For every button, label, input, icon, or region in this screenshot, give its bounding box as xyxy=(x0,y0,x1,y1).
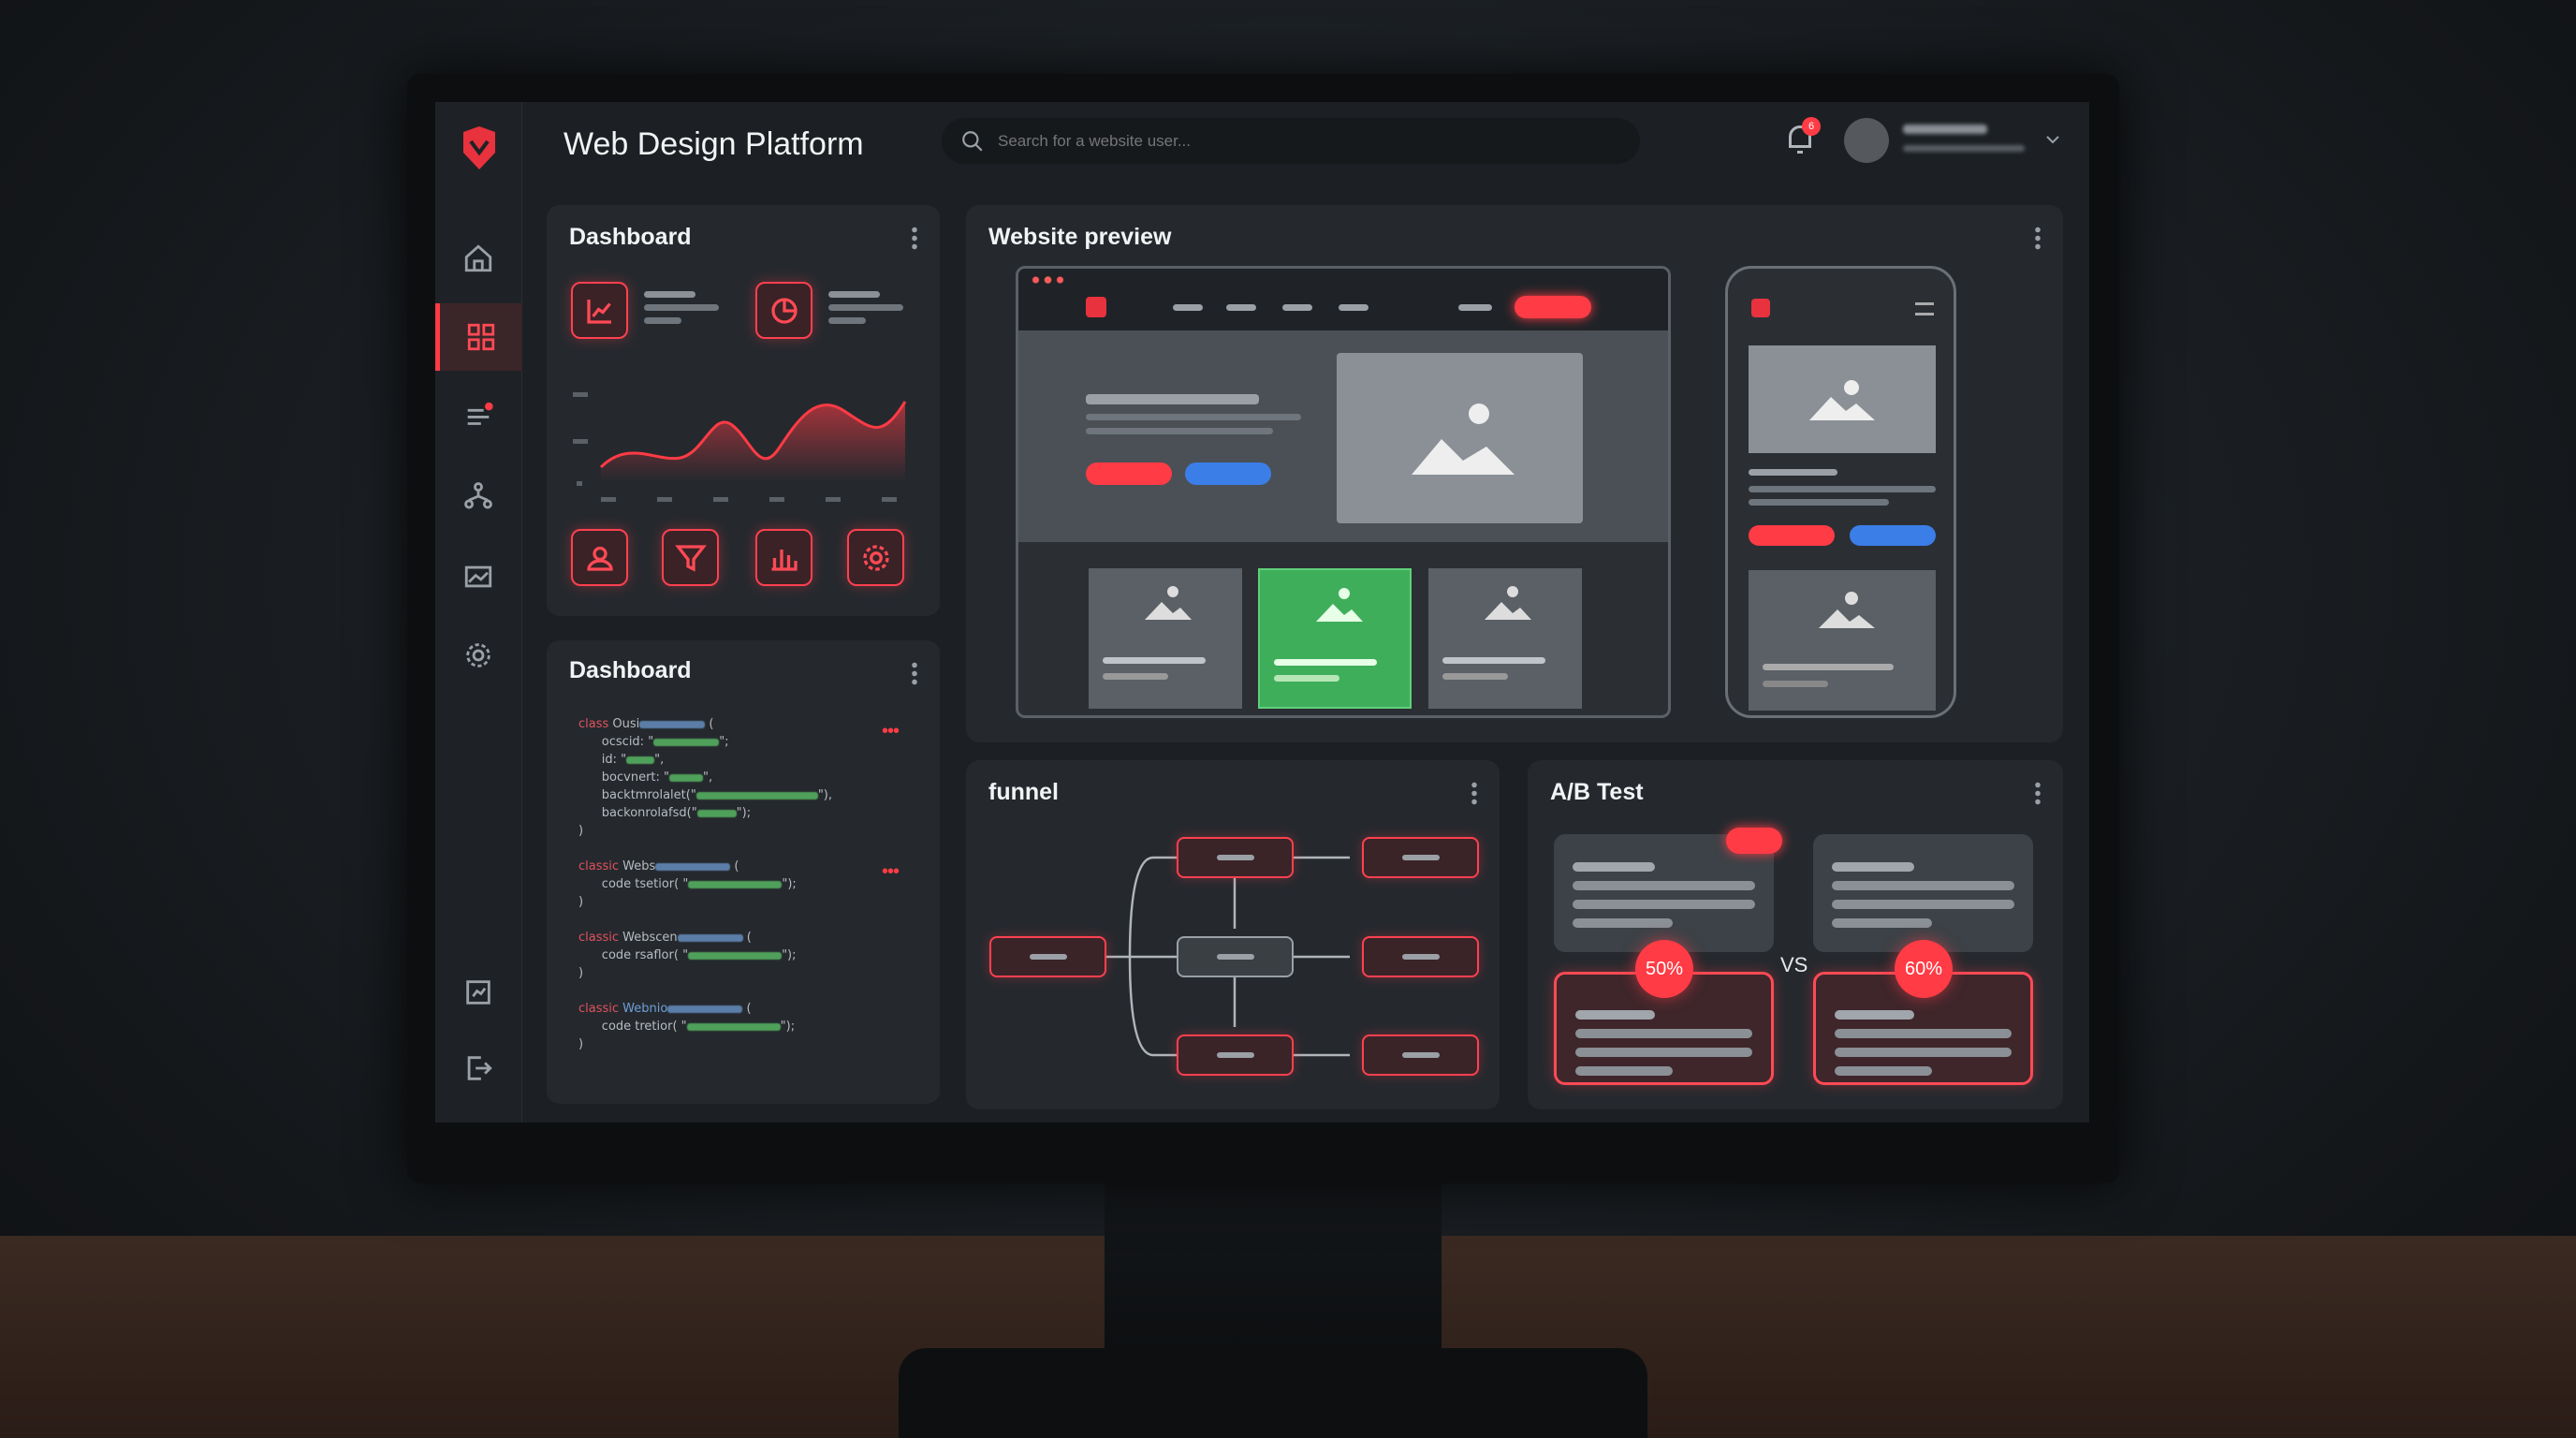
funnel-node[interactable] xyxy=(1177,1034,1294,1076)
panel-title: Dashboard xyxy=(569,657,692,683)
panel-title: A/B Test xyxy=(1550,779,1644,805)
app-screen: Web Design Platform 6 Dashboard Dashboar… xyxy=(435,102,2089,1123)
line-chart-icon xyxy=(586,299,611,324)
website-preview-panel: Website preview xyxy=(966,205,2063,742)
image-placeholder xyxy=(1337,353,1583,523)
variant-a-rate: 50% xyxy=(1635,940,1693,998)
sidebar-item-dashboard[interactable] xyxy=(435,303,522,371)
sidebar xyxy=(435,102,522,1123)
code-block-menu[interactable]: ••• xyxy=(882,861,900,882)
code-snippet: class Ousi ( ocscid: " "; id: " ", bocvner… xyxy=(578,717,832,1051)
settings-button[interactable] xyxy=(847,529,904,586)
monitor-base xyxy=(899,1348,1647,1438)
variant-b-rate: 60% xyxy=(1895,940,1953,998)
notification-button[interactable]: 6 xyxy=(1783,117,1824,162)
funnel-connectors xyxy=(1106,856,1350,1057)
logout-icon xyxy=(467,1056,492,1080)
users-button[interactable] xyxy=(571,529,628,586)
sidebar-item-network[interactable] xyxy=(454,472,503,521)
more-icon[interactable] xyxy=(2035,781,2041,805)
hamburger-menu-icon[interactable] xyxy=(1915,302,1934,315)
sidebar-item-logout[interactable] xyxy=(454,1044,503,1093)
mobile-preview[interactable] xyxy=(1725,266,1956,718)
chart-doc-icon xyxy=(466,980,490,1005)
bar-chart-button[interactable] xyxy=(755,529,812,586)
app-title: Web Design Platform xyxy=(564,126,864,162)
vs-label: VS xyxy=(1780,953,1808,976)
users-icon xyxy=(586,546,613,571)
preview-card xyxy=(1428,568,1582,709)
bar-chart-icon xyxy=(771,549,798,571)
dashboard-code-panel: Dashboard ••• ••• class Ousi ( ocscid: "… xyxy=(547,640,940,1104)
panel-title: Website preview xyxy=(988,224,1172,250)
avatar[interactable] xyxy=(1844,118,1889,163)
user-role-blurred xyxy=(1903,145,2025,152)
ab-test-panel: A/B Test 50% 60% VS xyxy=(1528,760,2063,1109)
dashboard-chart-panel: Dashboard xyxy=(547,205,940,616)
sidebar-item-reports[interactable] xyxy=(454,968,503,1017)
funnel-panel: funnel xyxy=(966,760,1500,1109)
sidebar-item-list[interactable] xyxy=(454,391,503,440)
code-block-menu[interactable]: ••• xyxy=(882,721,900,741)
filter-icon xyxy=(674,544,707,572)
chevron-down-icon[interactable] xyxy=(2043,132,2062,147)
panel-title: funnel xyxy=(988,779,1059,805)
funnel-node[interactable] xyxy=(1362,1034,1479,1076)
more-icon[interactable] xyxy=(912,226,917,250)
funnel-node-entry[interactable] xyxy=(989,936,1106,977)
more-icon[interactable] xyxy=(912,661,917,685)
search-input[interactable] xyxy=(998,131,1559,151)
user-name-blurred xyxy=(1903,125,1987,134)
more-icon[interactable] xyxy=(1471,781,1477,805)
app-logo xyxy=(463,126,495,169)
network-icon xyxy=(464,482,492,509)
funnel-node[interactable] xyxy=(1362,837,1479,878)
grid-icon xyxy=(467,323,495,351)
bell-icon xyxy=(1789,125,1811,154)
variant-a-preview[interactable] xyxy=(1554,834,1774,952)
variant-b-preview[interactable] xyxy=(1813,834,2033,952)
list-icon xyxy=(467,402,493,425)
line-chart-button[interactable] xyxy=(571,282,628,339)
preview-card xyxy=(1089,568,1242,709)
image-icon xyxy=(464,565,492,588)
area-chart xyxy=(573,392,907,502)
funnel-node[interactable] xyxy=(1177,837,1294,878)
settings-icon xyxy=(862,544,889,571)
desktop-preview[interactable] xyxy=(1016,266,1671,718)
more-icon[interactable] xyxy=(2035,226,2041,250)
notification-badge: 6 xyxy=(1802,117,1821,136)
search-icon xyxy=(962,130,983,152)
sidebar-item-media[interactable] xyxy=(454,552,503,601)
sidebar-item-settings[interactable] xyxy=(454,631,503,680)
pie-chart-icon xyxy=(770,297,798,324)
funnel-node-center[interactable] xyxy=(1177,936,1294,977)
search-bar[interactable] xyxy=(942,118,1640,164)
pie-chart-button[interactable] xyxy=(755,282,812,339)
home-icon xyxy=(464,244,492,272)
filter-button[interactable] xyxy=(662,529,719,586)
preview-logo xyxy=(1086,297,1106,317)
monitor-stand xyxy=(1105,1180,1442,1367)
variant-tag xyxy=(1726,828,1782,854)
sidebar-item-home[interactable] xyxy=(454,234,503,283)
image-icon xyxy=(1412,404,1515,475)
gear-icon xyxy=(466,643,490,668)
preview-card-selected xyxy=(1258,568,1412,709)
panel-title: Dashboard xyxy=(569,224,692,250)
funnel-node[interactable] xyxy=(1362,936,1479,977)
